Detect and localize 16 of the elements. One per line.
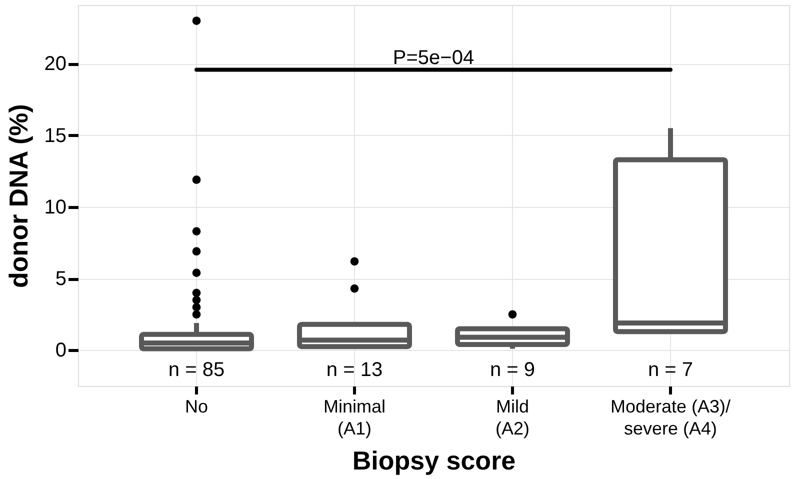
y-tick-label: 5 [55,268,66,290]
annotation: P=5e−04 [392,46,474,69]
y-tick-label: 15 [44,124,66,147]
y-axis-title: donor DNA (%) [3,104,34,288]
x-tick-label: Minimal (A1) [323,396,386,438]
y-tick-label: 10 [44,196,66,218]
annotation: n = 13 [326,359,383,381]
y-tick-label: 0 [55,340,66,362]
x-tick-label: Moderate (A3)/ severe (A4) [610,396,731,438]
x-tick-label: No [184,396,208,416]
annotation: n = 7 [648,359,694,381]
x-axis-title: Biopsy score [352,446,516,476]
y-tick-label: 20 [44,53,66,76]
annotation: n = 9 [490,359,536,381]
x-tick-label: Mild (A2) [495,396,530,438]
annotation: n = 85 [168,359,225,381]
